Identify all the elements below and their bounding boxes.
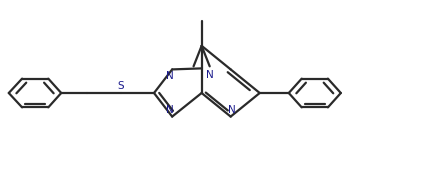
Text: N: N [228, 105, 235, 115]
Text: N: N [166, 71, 174, 81]
Text: N: N [206, 70, 214, 80]
Text: S: S [117, 81, 124, 91]
Text: N: N [166, 105, 174, 115]
